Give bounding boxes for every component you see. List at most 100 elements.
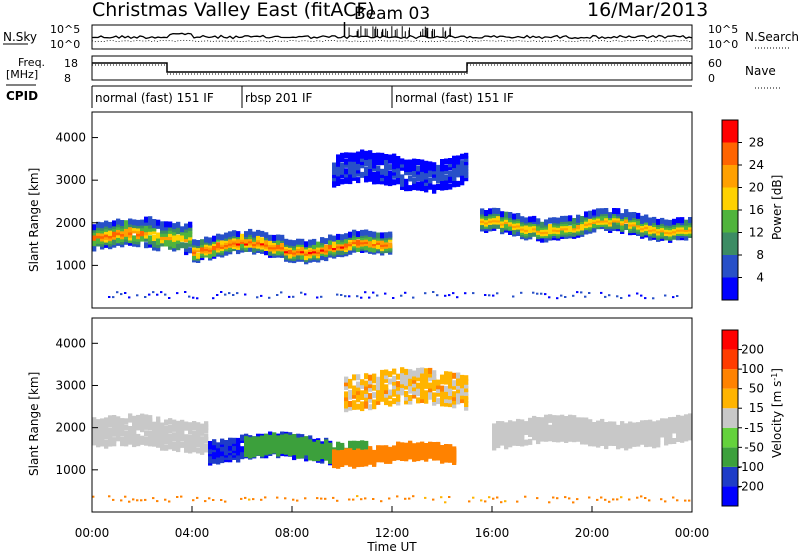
velocity-cell xyxy=(436,398,441,405)
velocity-cell xyxy=(256,436,261,443)
power-cell xyxy=(320,295,323,298)
power-cell xyxy=(96,221,101,228)
velocity-cell xyxy=(400,382,405,388)
velocity-cell xyxy=(164,438,169,445)
velocity-cell xyxy=(372,449,377,456)
power-cell xyxy=(416,168,421,175)
velocity-cell xyxy=(432,392,437,399)
velocity-cell xyxy=(196,438,201,444)
power-cell xyxy=(196,240,201,246)
velocity-cell xyxy=(184,443,189,450)
velocity-cell xyxy=(128,435,133,442)
velocity-cell xyxy=(128,438,133,445)
power-cell xyxy=(552,217,557,224)
power-cell xyxy=(148,293,151,296)
velocity-cell xyxy=(236,442,241,449)
velocity-cell xyxy=(128,429,133,436)
power-cell xyxy=(400,164,405,171)
velocity-cell xyxy=(116,419,121,426)
velocity-cell xyxy=(600,496,603,499)
velocity-cell xyxy=(164,432,169,439)
power-cell xyxy=(300,238,305,245)
power-cell xyxy=(528,231,533,238)
velocity-cell xyxy=(456,394,461,401)
velocity-cell xyxy=(160,422,165,429)
velocity-cell xyxy=(120,430,125,437)
velocity-cell xyxy=(140,416,145,423)
power-cell xyxy=(448,170,453,177)
velocity-cell xyxy=(680,415,685,422)
velocity-cell xyxy=(412,385,417,392)
freq-label-line2: [MHz] xyxy=(6,68,38,81)
velocity-cell xyxy=(344,391,349,398)
power-cell xyxy=(576,291,579,294)
velocity-cell xyxy=(352,498,355,501)
velocity-cell xyxy=(480,499,483,502)
velocity-cell xyxy=(188,428,193,435)
velocity-cell xyxy=(452,394,457,401)
power-cell xyxy=(392,172,397,179)
velocity-cell xyxy=(448,386,453,393)
power-cell xyxy=(288,252,293,259)
power-cell xyxy=(288,239,293,246)
velocity-cell xyxy=(252,436,257,443)
power-cell xyxy=(392,153,397,160)
power-cell xyxy=(492,294,495,297)
colorbar-tick-label: 12 xyxy=(749,226,764,240)
velocity-cell xyxy=(452,391,457,398)
velocity-cell xyxy=(412,392,417,399)
power-cell xyxy=(184,226,189,233)
velocity-cell xyxy=(92,417,97,424)
velocity-cell xyxy=(460,393,465,400)
power-cell xyxy=(412,171,417,178)
velocity-cell xyxy=(460,389,465,396)
power-cell xyxy=(400,180,405,187)
power-cell xyxy=(432,165,437,172)
velocity-cell xyxy=(440,374,445,381)
power-cell xyxy=(636,292,639,295)
velocity-cell xyxy=(384,373,389,380)
colorbar-tick-label: 200 xyxy=(741,343,764,357)
velocity-cell xyxy=(572,436,577,443)
velocity-cell xyxy=(384,454,389,461)
velocity-cell xyxy=(172,435,177,442)
power-cell xyxy=(424,292,427,295)
velocity-cell xyxy=(380,373,385,380)
power-cell xyxy=(188,237,193,244)
velocity-cell xyxy=(504,422,509,429)
power-cell xyxy=(168,243,173,250)
velocity-cell xyxy=(192,436,197,443)
colorbar-tick-label: -15 xyxy=(744,421,764,435)
velocity-cell xyxy=(344,395,349,402)
power-cell xyxy=(460,172,465,179)
power-cell xyxy=(400,184,405,190)
velocity-cell xyxy=(652,421,657,428)
power-cell xyxy=(368,159,373,166)
power-cell xyxy=(404,185,409,192)
power-cell xyxy=(172,229,177,236)
y-tick-label: 2000 xyxy=(55,216,86,230)
velocity-cell xyxy=(212,457,217,464)
power-cell xyxy=(372,152,377,159)
power-cell xyxy=(568,226,573,232)
velocity-cell xyxy=(148,421,153,428)
colorbar-segment xyxy=(722,210,738,233)
power-cell xyxy=(580,228,585,235)
power-cell xyxy=(352,165,357,172)
power-cell xyxy=(232,294,235,296)
y-tick-label: 3000 xyxy=(55,378,86,392)
velocity-cell xyxy=(336,461,341,468)
power-cell xyxy=(228,231,233,238)
velocity-cell xyxy=(424,397,429,404)
colorbar-segment xyxy=(722,427,738,448)
power-cell xyxy=(432,174,437,181)
power-cell xyxy=(364,160,369,167)
power-cell xyxy=(288,248,293,255)
velocity-cell xyxy=(392,387,397,393)
power-colorbar: 4 8 12 16 20 24 28 xyxy=(721,119,764,301)
velocity-cell xyxy=(144,439,149,446)
velocity-colorbar-label: Velocity [m s-1] xyxy=(770,368,784,458)
velocity-cell xyxy=(92,423,97,430)
velocity-cell xyxy=(348,448,353,455)
cpid-segment-label: rbsp 201 IF xyxy=(245,91,312,105)
